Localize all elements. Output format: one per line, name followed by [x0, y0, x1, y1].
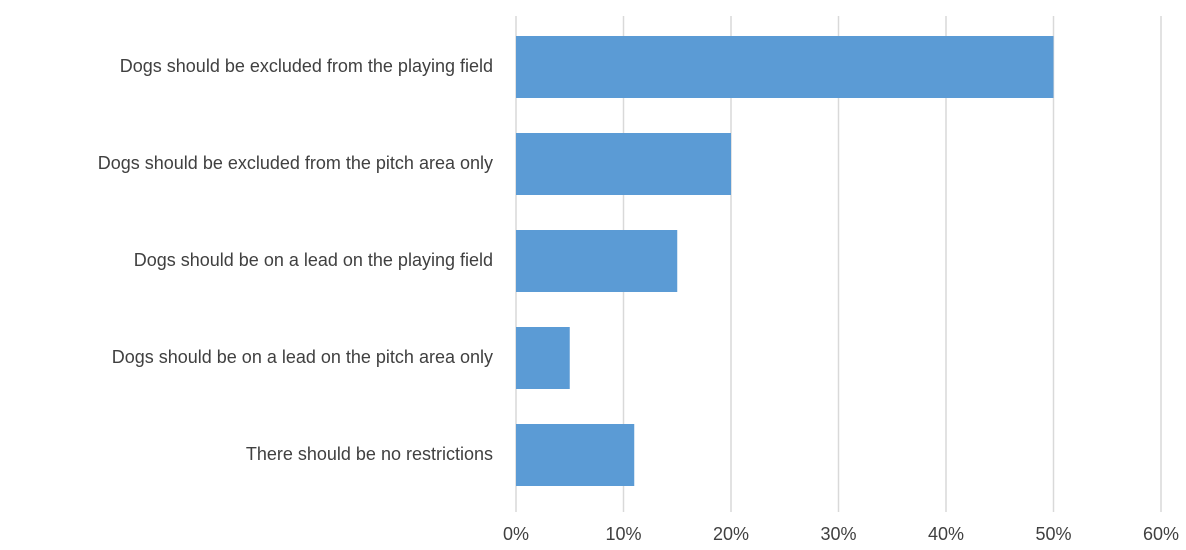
bars [516, 36, 1054, 486]
x-tick-label: 10% [605, 524, 641, 544]
x-tick-label: 60% [1143, 524, 1179, 544]
bar [516, 230, 678, 292]
category-label: Dogs should be excluded from the pitch a… [98, 153, 493, 173]
category-labels: Dogs should be excluded from the playing… [98, 56, 493, 464]
category-label: There should be no restrictions [246, 444, 493, 464]
x-tick-label: 0% [503, 524, 529, 544]
category-label: Dogs should be excluded from the playing… [120, 56, 493, 76]
category-label: Dogs should be on a lead on the pitch ar… [112, 347, 493, 367]
bar [516, 424, 635, 486]
bar [516, 36, 1054, 98]
x-tick-label: 20% [713, 524, 749, 544]
category-label: Dogs should be on a lead on the playing … [134, 250, 493, 270]
bar [516, 327, 570, 389]
bar [516, 133, 731, 195]
x-axis-tick-labels: 0% 10% 20% 30% 40% 50% 60% [503, 524, 1179, 544]
x-tick-label: 30% [820, 524, 856, 544]
grid-lines [515, 16, 1162, 512]
x-tick-label: 50% [1035, 524, 1071, 544]
x-tick-label: 40% [928, 524, 964, 544]
